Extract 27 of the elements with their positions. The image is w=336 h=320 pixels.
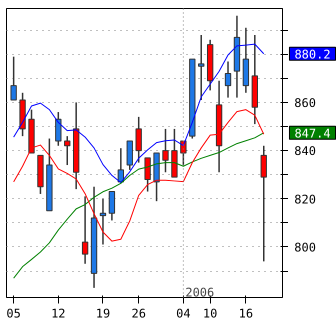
x-tick-label: 10 bbox=[202, 306, 218, 320]
candlestick bbox=[136, 116, 142, 164]
x-tick-label: 12 bbox=[51, 306, 66, 320]
candlestick bbox=[108, 190, 116, 222]
text: 847.4 bbox=[294, 126, 331, 140]
candlestick bbox=[55, 111, 62, 147]
candlestick bbox=[144, 157, 151, 192]
line-series bbox=[13, 44, 264, 184]
y-tick-label: 860 bbox=[294, 96, 316, 110]
candlestick bbox=[260, 145, 267, 262]
candlestick bbox=[64, 135, 70, 166]
candlestick bbox=[162, 128, 169, 174]
y-tick-label: 800 bbox=[294, 240, 316, 254]
x-tick-label: 16 bbox=[238, 306, 254, 320]
x-tick-label: 19 bbox=[96, 306, 110, 320]
x-tick-label: 04 bbox=[176, 306, 191, 320]
line-series bbox=[13, 132, 264, 279]
candlestick bbox=[198, 34, 204, 101]
candlestick bbox=[100, 198, 106, 246]
text: 880.2 bbox=[294, 47, 331, 62]
x-tick-label: 26 bbox=[131, 306, 146, 320]
ref-line-label: 2006 bbox=[185, 286, 214, 300]
y-tick-label: 840 bbox=[294, 144, 316, 158]
x-tick-label: 05 bbox=[6, 306, 21, 320]
candlestick bbox=[224, 60, 232, 98]
candlestick bbox=[10, 56, 17, 101]
y-tick-label: 820 bbox=[294, 192, 316, 206]
